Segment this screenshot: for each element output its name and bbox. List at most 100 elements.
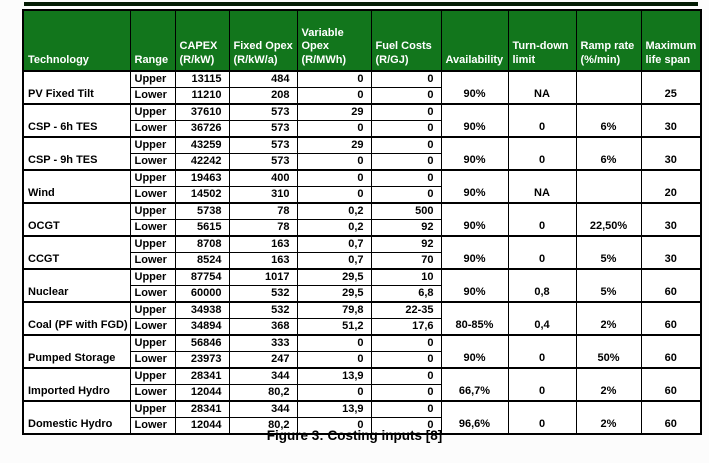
range-cell: Lower bbox=[129, 153, 176, 171]
ramp-rate-cell: 50% bbox=[575, 334, 642, 369]
life-span-cell: 60 bbox=[640, 268, 702, 303]
life-span-cell: 60 bbox=[640, 367, 702, 402]
table-row-lower: Lower 12044 80,2 0 0 bbox=[23, 417, 701, 435]
header-cell-variable-opex: Variable Opex (R/MWh) bbox=[296, 9, 372, 72]
fixed-opex-cell: 247 bbox=[228, 351, 298, 369]
variable-opex-cell: 0 bbox=[296, 186, 372, 204]
life-span-cell: 30 bbox=[640, 136, 702, 171]
fuel-costs-cell: 22-35 bbox=[370, 301, 442, 319]
variable-opex-cell: 0 bbox=[296, 153, 372, 171]
range-cell: Lower bbox=[129, 285, 176, 303]
fixed-opex-cell: 208 bbox=[228, 87, 298, 105]
life-span-cell: 60 bbox=[640, 334, 702, 369]
capex-cell: 11210 bbox=[174, 87, 230, 105]
range-cell: Upper bbox=[129, 301, 176, 319]
fuel-costs-cell: 0 bbox=[370, 153, 442, 171]
table-row-lower: Lower 11210 208 0 0 bbox=[23, 87, 701, 105]
availability-cell: 80-85% bbox=[440, 301, 509, 336]
range-cell: Upper bbox=[129, 334, 176, 352]
variable-opex-cell: 0 bbox=[296, 120, 372, 138]
capex-cell: 5738 bbox=[174, 202, 230, 220]
variable-opex-cell: 29 bbox=[296, 103, 372, 121]
fuel-costs-cell: 0 bbox=[370, 169, 442, 187]
fixed-opex-cell: 573 bbox=[228, 153, 298, 171]
table-row-upper: CSP - 6h TES Upper 37610 573 29 0 90% 0 6% 30 bbox=[22, 103, 702, 138]
availability-cell: 90% bbox=[440, 235, 509, 270]
life-span-cell: 30 bbox=[640, 103, 702, 138]
ramp-rate-cell: 2% bbox=[575, 301, 642, 336]
variable-opex-cell: 29,5 bbox=[296, 285, 372, 303]
fixed-opex-cell: 484 bbox=[228, 70, 298, 88]
variable-opex-cell: 13,9 bbox=[296, 367, 372, 385]
fixed-opex-cell: 80,2 bbox=[228, 417, 298, 435]
header-cell-availability: Availability bbox=[440, 9, 509, 72]
table-row-lower: Lower 5615 78 0,2 92 bbox=[23, 219, 701, 237]
turn-down-limit-cell: 0 bbox=[507, 334, 577, 369]
capex-cell: 34894 bbox=[174, 318, 230, 336]
table-row-lower: Lower 12044 80,2 0 0 bbox=[23, 384, 701, 402]
fuel-costs-cell: 0 bbox=[370, 87, 442, 105]
ramp-rate-cell: 6% bbox=[575, 136, 642, 171]
variable-opex-cell: 0 bbox=[296, 87, 372, 105]
fuel-costs-cell: 0 bbox=[370, 400, 442, 418]
table-row-upper: CCGT Upper 8708 163 0,7 92 90% 0 5% 30 bbox=[22, 235, 702, 270]
availability-cell: 66,7% bbox=[440, 367, 509, 402]
fixed-opex-cell: 344 bbox=[228, 400, 298, 418]
variable-opex-cell: 0 bbox=[296, 70, 372, 88]
life-span-cell: 60 bbox=[640, 301, 702, 336]
range-cell: Lower bbox=[129, 384, 176, 402]
capex-cell: 28341 bbox=[174, 367, 230, 385]
capex-cell: 43259 bbox=[174, 136, 230, 154]
capex-cell: 87754 bbox=[174, 268, 230, 286]
fixed-opex-cell: 573 bbox=[228, 103, 298, 121]
variable-opex-cell: 0,7 bbox=[296, 235, 372, 253]
table-row-lower: Lower 60000 532 29,5 6,8 bbox=[23, 285, 701, 303]
fuel-costs-cell: 70 bbox=[370, 252, 442, 270]
range-cell: Upper bbox=[129, 268, 176, 286]
table-row-upper: Pumped Storage Upper 56846 333 0 0 90% 0 50% 60 bbox=[22, 334, 702, 369]
fuel-costs-cell: 0 bbox=[370, 136, 442, 154]
table-row-upper: Wind Upper 19463 400 0 0 90% NA 20 bbox=[22, 169, 702, 204]
capex-cell: 42242 bbox=[174, 153, 230, 171]
fixed-opex-cell: 163 bbox=[228, 252, 298, 270]
fuel-costs-cell: 92 bbox=[370, 235, 442, 253]
fixed-opex-cell: 368 bbox=[228, 318, 298, 336]
variable-opex-cell: 29,5 bbox=[296, 268, 372, 286]
fuel-costs-cell: 17,6 bbox=[370, 318, 442, 336]
turn-down-limit-cell: 0,4 bbox=[507, 301, 577, 336]
fixed-opex-cell: 1017 bbox=[228, 268, 298, 286]
range-cell: Lower bbox=[129, 252, 176, 270]
life-span-cell: 30 bbox=[640, 235, 702, 270]
variable-opex-cell: 0 bbox=[296, 384, 372, 402]
turn-down-limit-cell: 0,8 bbox=[507, 268, 577, 303]
fixed-opex-cell: 163 bbox=[228, 235, 298, 253]
ramp-rate-cell: 22,50% bbox=[575, 202, 642, 237]
fuel-costs-cell: 0 bbox=[370, 70, 442, 88]
table-body: PV Fixed Tilt Upper 13115 484 0 0 90% NA 25 Lower… bbox=[22, 70, 702, 435]
table-row-upper: Imported Hydro Upper 28341 344 13,9 0 66,7% 0 2%… bbox=[22, 367, 702, 402]
fuel-costs-cell: 0 bbox=[370, 120, 442, 138]
fixed-opex-cell: 333 bbox=[228, 334, 298, 352]
life-span-cell: 60 bbox=[640, 400, 702, 435]
technology-cell: Coal (PF with FGD) bbox=[22, 301, 131, 336]
ramp-rate-cell: 6% bbox=[575, 103, 642, 138]
fixed-opex-cell: 80,2 bbox=[228, 384, 298, 402]
availability-cell: 90% bbox=[440, 136, 509, 171]
ramp-rate-cell bbox=[575, 169, 642, 204]
header-cell-capex: CAPEX (R/kW) bbox=[174, 9, 230, 72]
life-span-cell: 30 bbox=[640, 202, 702, 237]
turn-down-limit-cell: 0 bbox=[507, 136, 577, 171]
variable-opex-cell: 79,8 bbox=[296, 301, 372, 319]
turn-down-limit-cell: NA bbox=[507, 70, 577, 105]
table-row-lower: Lower 14502 310 0 0 bbox=[23, 186, 701, 204]
fixed-opex-cell: 310 bbox=[228, 186, 298, 204]
technology-cell: CCGT bbox=[22, 235, 131, 270]
ramp-rate-cell: 5% bbox=[575, 268, 642, 303]
fixed-opex-cell: 532 bbox=[228, 285, 298, 303]
capex-cell: 19463 bbox=[174, 169, 230, 187]
range-cell: Upper bbox=[129, 169, 176, 187]
table-row-upper: Domestic Hydro Upper 28341 344 13,9 0 96,6% 0 2%… bbox=[22, 400, 702, 435]
fuel-costs-cell: 92 bbox=[370, 219, 442, 237]
technology-cell: CSP - 9h TES bbox=[22, 136, 131, 171]
technology-cell: CSP - 6h TES bbox=[22, 103, 131, 138]
